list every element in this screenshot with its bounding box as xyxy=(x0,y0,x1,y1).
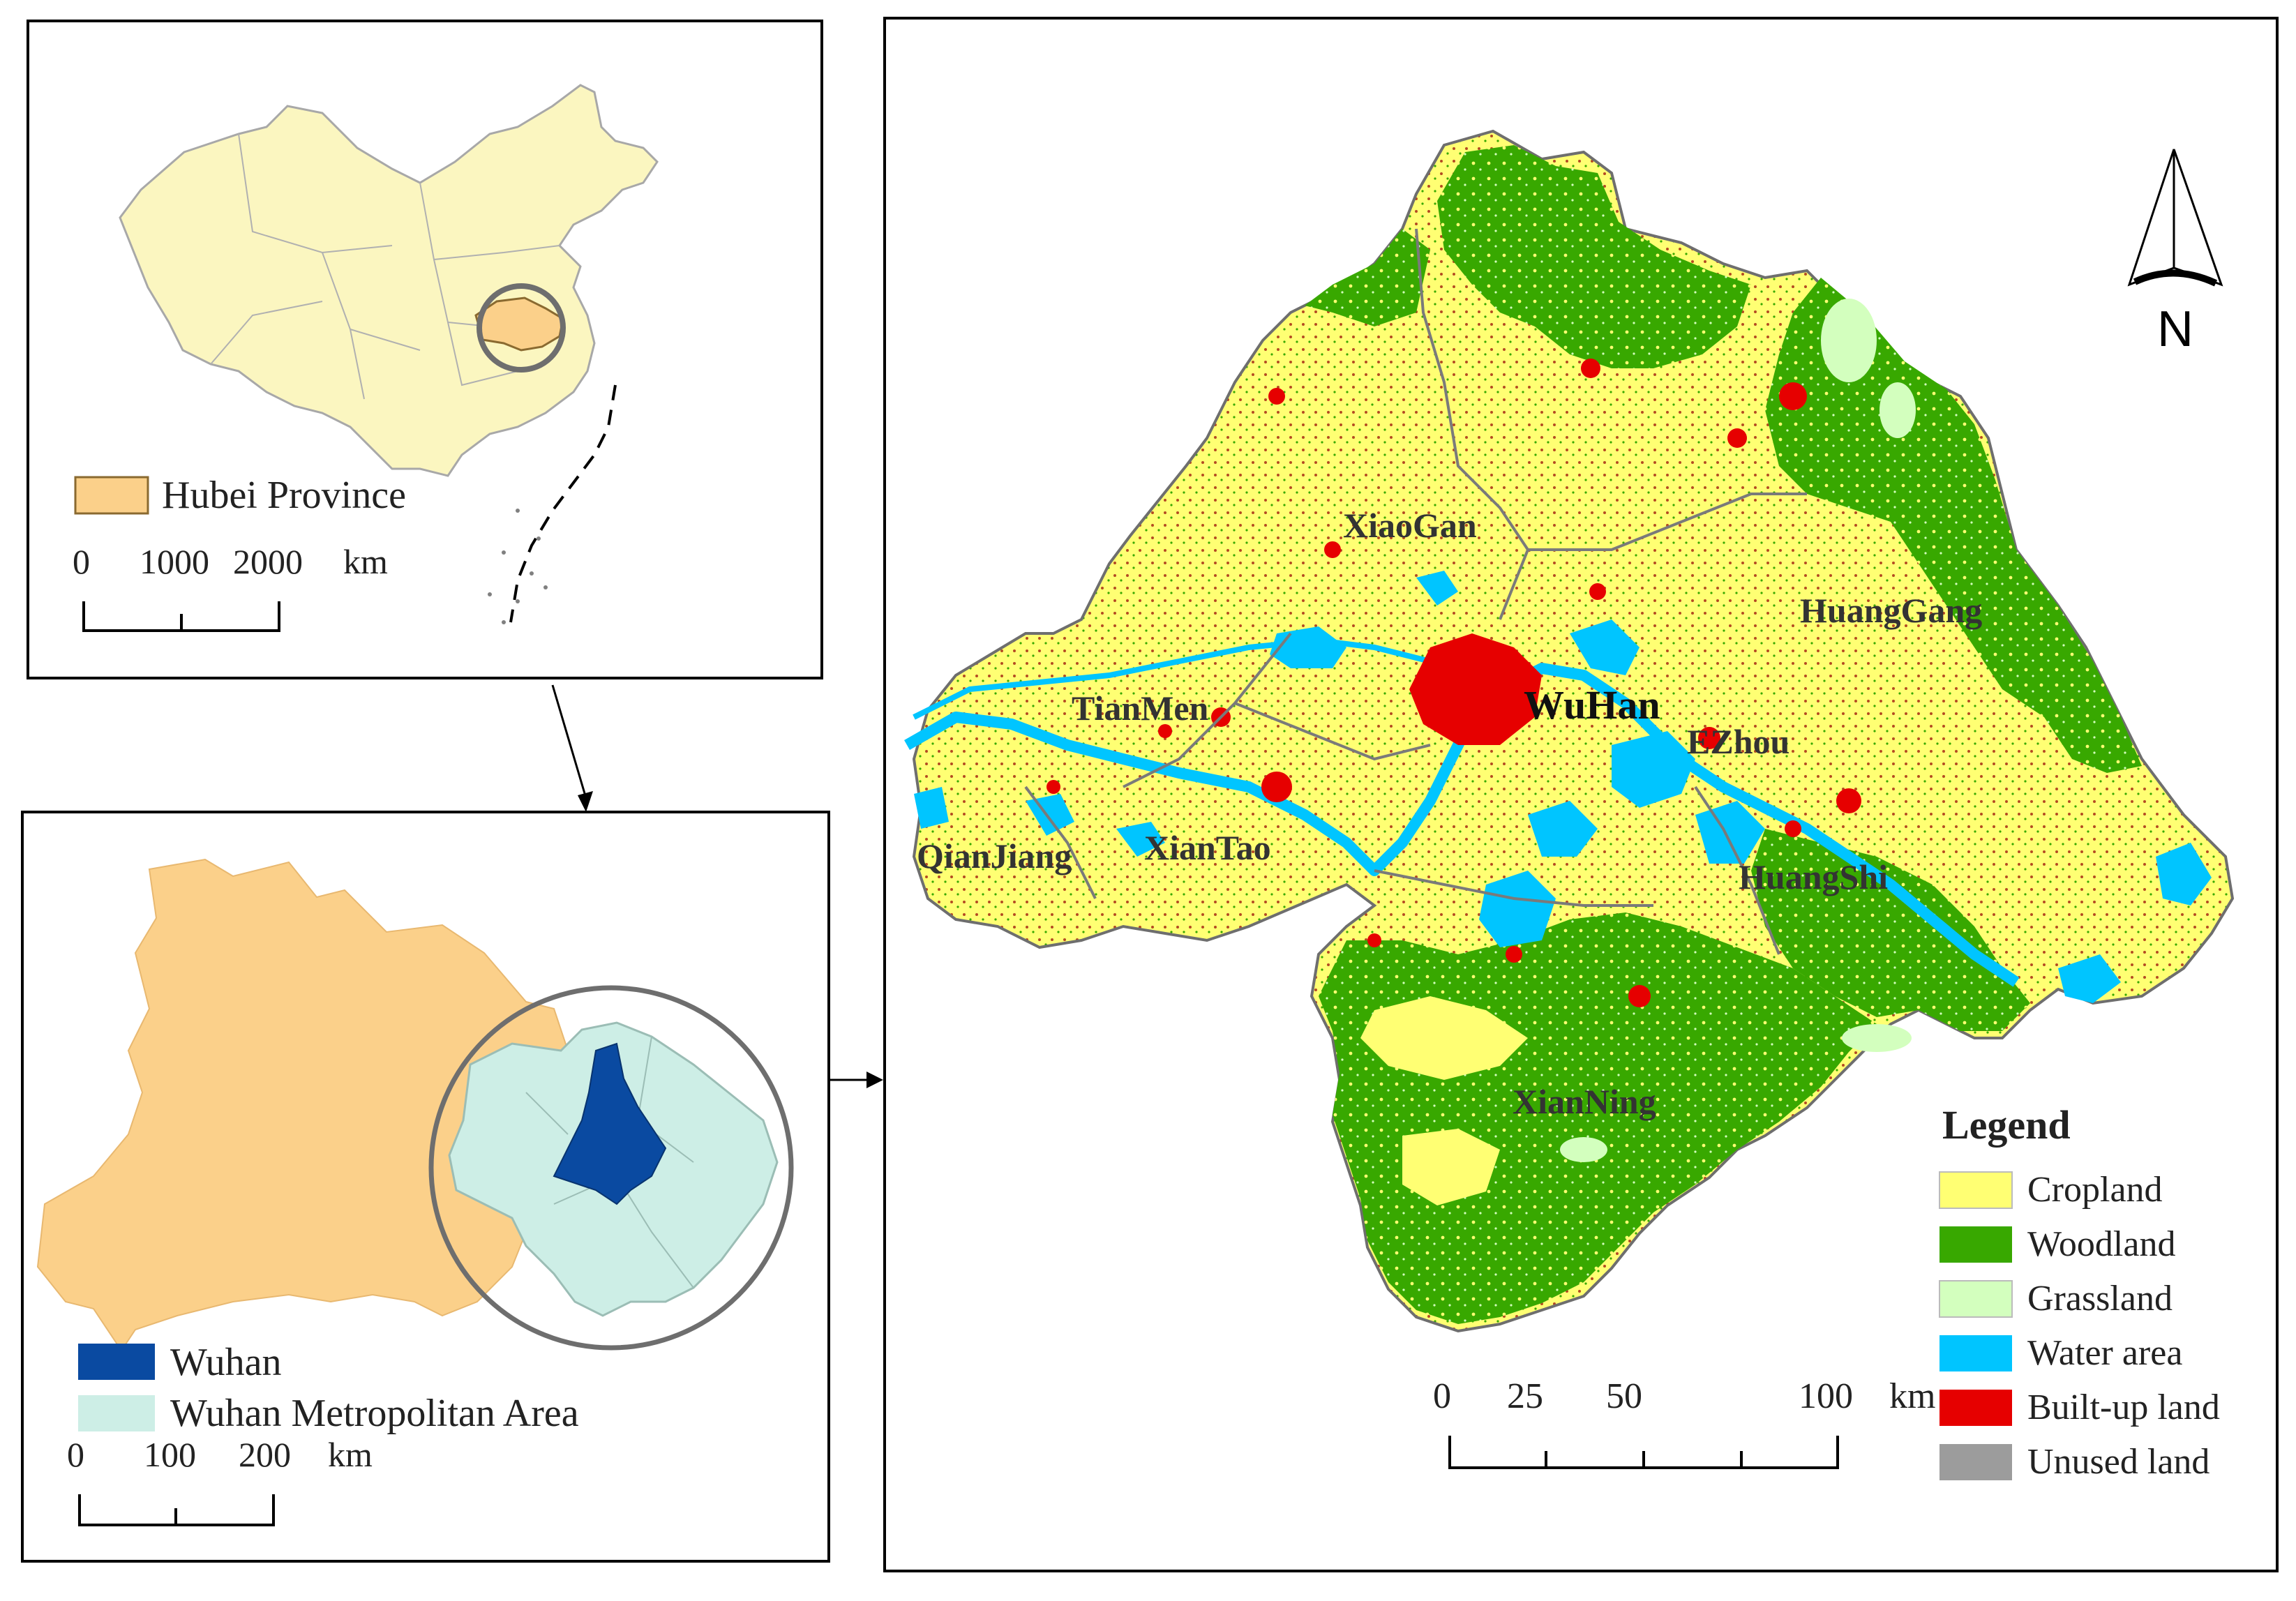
woodland-northwest xyxy=(1305,229,1430,326)
china-inset-panel: Hubei Province 0 1000 2000 km xyxy=(27,20,823,679)
hubei-inset-map: Wuhan Wuhan Metropolitan Area 0 100 200 … xyxy=(36,858,794,1526)
legend-swatch-grassland xyxy=(1939,1280,2013,1318)
label-huanggang: HuangGang xyxy=(1800,591,1982,630)
main-scale-label-1: 25 xyxy=(1507,1376,1543,1416)
label-qianjiang: QianJiang xyxy=(917,836,1072,875)
label-wuhan: WuHan xyxy=(1524,682,1660,728)
legend-title: Legend xyxy=(1942,1102,2071,1148)
connector-arrow-2 xyxy=(830,1072,883,1088)
legend-label-unused: Unused land xyxy=(2027,1442,2209,1482)
metro-legend-label: Wuhan Metropolitan Area xyxy=(170,1392,579,1435)
china-outline xyxy=(119,84,659,477)
woodland-north xyxy=(1437,145,1751,368)
main-scale-label-0: 0 xyxy=(1433,1376,1451,1416)
china-scale-bar xyxy=(82,601,280,632)
label-huangshi: HuangShi xyxy=(1739,857,1888,896)
hubei-highlight-circle xyxy=(477,283,566,373)
legend-swatch-builtup xyxy=(1939,1390,2012,1426)
hubei-legend-swatch xyxy=(74,476,149,515)
north-arrow: N xyxy=(2127,149,2223,357)
hubei-inset-panel: Wuhan Wuhan Metropolitan Area 0 100 200 … xyxy=(21,811,830,1563)
woodland-northeast xyxy=(1765,278,2142,773)
legend-swatch-water xyxy=(1939,1335,2012,1371)
builtup-patches xyxy=(1046,359,1861,1007)
province-boundaries xyxy=(210,133,560,400)
main-map-panel: XiaoGan HuangGang WuHan TianMen EZhou Xi… xyxy=(883,17,2279,1572)
wuhan-legend-label: Wuhan xyxy=(170,1341,281,1384)
main-scale-unit: km xyxy=(1889,1376,1935,1416)
hubei-scale-label-0: 0 xyxy=(67,1435,84,1474)
label-xiaogan: XiaoGan xyxy=(1343,506,1477,545)
wuhan-urban-core xyxy=(1409,633,1542,745)
wuhan-shape xyxy=(553,1042,667,1205)
china-scale-label-2: 2000 xyxy=(233,542,303,581)
label-tianmen: TianMen xyxy=(1072,689,1209,728)
hubei-legend-label: Hubei Province xyxy=(162,474,406,517)
south-sea-boundary xyxy=(509,384,617,623)
hubei-province-shape xyxy=(36,858,569,1352)
legend-label-cropland: Cropland xyxy=(2027,1170,2163,1210)
main-scale-label-3: 100 xyxy=(1799,1376,1853,1416)
label-xianning: XianNing xyxy=(1513,1082,1656,1121)
south-sea-islands xyxy=(488,509,548,624)
china-scale-label-0: 0 xyxy=(73,542,90,581)
cropland-south-patch xyxy=(1360,996,1528,1080)
legend-label-builtup: Built-up land xyxy=(2027,1388,2220,1427)
cropland-south-patch-2 xyxy=(1402,1129,1500,1205)
hubei-scale-unit: km xyxy=(328,1435,373,1474)
connector-arrow-1 xyxy=(551,684,593,812)
label-ezhou: EZhou xyxy=(1687,722,1789,761)
metro-highlight-circle xyxy=(428,985,794,1351)
hubei-scale-label-1: 100 xyxy=(144,1435,196,1474)
legend-label-woodland: Woodland xyxy=(2027,1224,2175,1264)
grassland-patches xyxy=(1560,299,1916,1162)
legend-label-grassland: Grassland xyxy=(2027,1279,2173,1318)
main-scale-label-2: 50 xyxy=(1606,1376,1642,1416)
wuhan-legend-swatch xyxy=(78,1344,155,1380)
china-inset-map: Hubei Province 0 1000 2000 km xyxy=(73,84,659,632)
metro-legend-swatch xyxy=(78,1395,155,1431)
han-river xyxy=(913,637,1480,720)
legend-swatch-woodland xyxy=(1939,1226,2012,1263)
land-use-map: XiaoGan HuangGang WuHan TianMen EZhou Xi… xyxy=(904,129,2235,1482)
main-scale-bar xyxy=(1448,1436,1839,1469)
hubei-scale-bar xyxy=(78,1494,275,1526)
china-scale-label-1: 1000 xyxy=(140,542,209,581)
district-boundaries xyxy=(1024,228,1807,955)
hubei-scale-label-2: 200 xyxy=(239,1435,291,1474)
legend-items: Cropland Woodland Grassland Water area B… xyxy=(1939,1170,2220,1482)
north-label: N xyxy=(2157,301,2193,357)
label-xiantao: XianTao xyxy=(1144,828,1271,867)
woodland-southeast xyxy=(1751,829,2030,1031)
legend-swatch-unused xyxy=(1939,1444,2012,1480)
legend-label-water: Water area xyxy=(2027,1333,2182,1373)
china-scale-unit: km xyxy=(343,542,388,581)
legend-swatch-cropland xyxy=(1939,1171,2013,1209)
